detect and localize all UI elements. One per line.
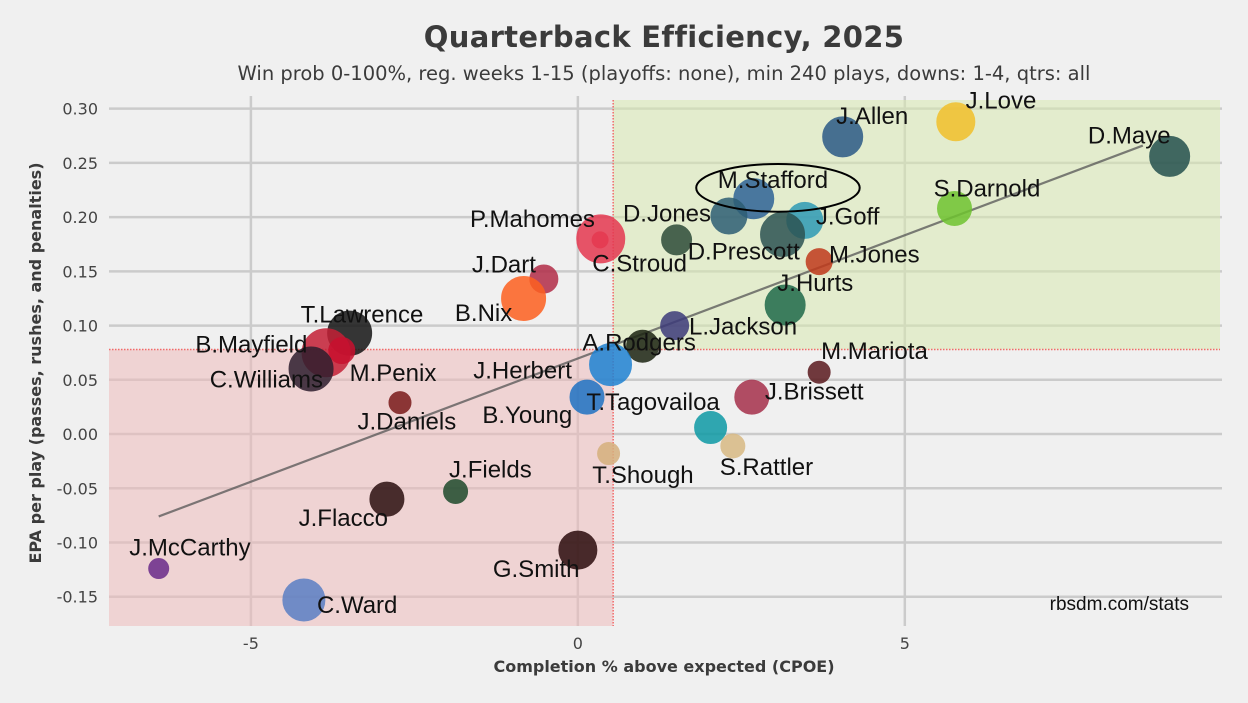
data-point	[1149, 135, 1191, 177]
data-point	[660, 311, 690, 341]
point-label: L.Jackson	[689, 313, 797, 340]
data-point	[569, 379, 605, 415]
highlight-ellipse	[695, 162, 861, 213]
data-point	[805, 248, 833, 276]
point-label: P.Mahomes	[470, 206, 595, 233]
data-point	[288, 346, 334, 392]
point-label: J.Allen	[836, 103, 908, 130]
data-point	[694, 411, 728, 445]
bad-quadrant-region	[109, 349, 614, 626]
x-tick-label: 0	[573, 634, 583, 653]
point-label: M.Stafford	[718, 167, 828, 194]
point-label: J.Flacco	[299, 505, 388, 532]
data-point	[328, 337, 356, 365]
x-tick-label: 5	[900, 634, 910, 653]
y-tick-label: 0.25	[62, 154, 98, 173]
point-label: J.Hurts	[777, 270, 853, 297]
data-point	[589, 343, 633, 387]
data-point	[720, 433, 746, 459]
point-label: T.Lawrence	[301, 301, 424, 328]
data-point	[807, 360, 831, 384]
point-label: D.Jones	[623, 200, 711, 227]
point-label: B.Young	[482, 402, 572, 429]
data-point	[148, 558, 170, 580]
point-label: B.Nix	[455, 300, 512, 327]
data-point	[937, 190, 973, 226]
point-label: D.Maye	[1088, 122, 1171, 149]
point-label: G.Smith	[493, 556, 580, 583]
y-tick-label: -0.05	[57, 479, 98, 498]
data-point	[764, 284, 806, 326]
point-label: J.Herbert	[473, 358, 572, 385]
y-tick-label: 0.00	[62, 425, 98, 444]
point-label: S.Rattler	[720, 454, 813, 481]
data-point	[388, 391, 412, 415]
source-credit: rbsdm.com/stats	[1050, 594, 1189, 615]
y-tick-label: 0.05	[62, 371, 98, 390]
data-point	[558, 530, 598, 570]
x-tick-label: -5	[243, 634, 259, 653]
point-label: J.Daniels	[357, 409, 456, 436]
chart-subtitle: Win prob 0-100%, reg. weeks 1-15 (playof…	[237, 62, 1091, 85]
point-label: J.Love	[966, 88, 1037, 115]
x-axis-label: Completion % above expected (CPOE)	[493, 657, 834, 676]
data-point	[822, 116, 864, 158]
point-label: T.Shough	[592, 462, 693, 489]
point-label: M.Jones	[829, 242, 920, 269]
data-point	[282, 578, 326, 622]
y-axis-label: EPA per play (passes, rushes, and penalt…	[26, 162, 45, 563]
data-point	[936, 102, 976, 142]
y-tick-label: -0.15	[57, 588, 98, 607]
y-tick-label: 0.10	[62, 317, 98, 336]
y-tick-label: -0.10	[57, 533, 98, 552]
data-point	[661, 224, 693, 256]
data-point	[734, 379, 770, 415]
point-label: S.Darnold	[934, 176, 1041, 203]
point-label: B.Mayfield	[195, 332, 307, 359]
point-label: M.Penix	[350, 360, 437, 387]
data-point	[443, 479, 469, 505]
data-point	[626, 329, 660, 363]
data-point	[369, 481, 405, 517]
data-point	[591, 231, 609, 249]
point-label: M.Mariota	[821, 338, 928, 365]
point-label: J.McCarthy	[129, 535, 250, 562]
point-label: D.Prescott	[688, 238, 800, 265]
trend-line	[158, 144, 1144, 518]
point-label: J.Goff	[816, 204, 880, 231]
point-label: C.Williams	[210, 366, 323, 393]
y-tick-label: 0.30	[62, 100, 98, 119]
point-label: C.Ward	[317, 592, 397, 619]
data-point	[597, 442, 621, 466]
point-label: T.Tagovailoa	[586, 389, 720, 416]
data-point	[501, 275, 547, 321]
point-label: A.Rodgers	[582, 330, 695, 357]
point-label: C.Stroud	[592, 250, 687, 277]
chart-title: Quarterback Efficiency, 2025	[423, 20, 905, 54]
data-point	[710, 197, 748, 235]
point-label: J.Fields	[449, 456, 532, 483]
y-tick-label: 0.15	[62, 262, 98, 281]
point-label: J.Dart	[472, 251, 536, 278]
point-label: J.Brissett	[765, 378, 864, 405]
y-tick-label: 0.20	[62, 208, 98, 227]
